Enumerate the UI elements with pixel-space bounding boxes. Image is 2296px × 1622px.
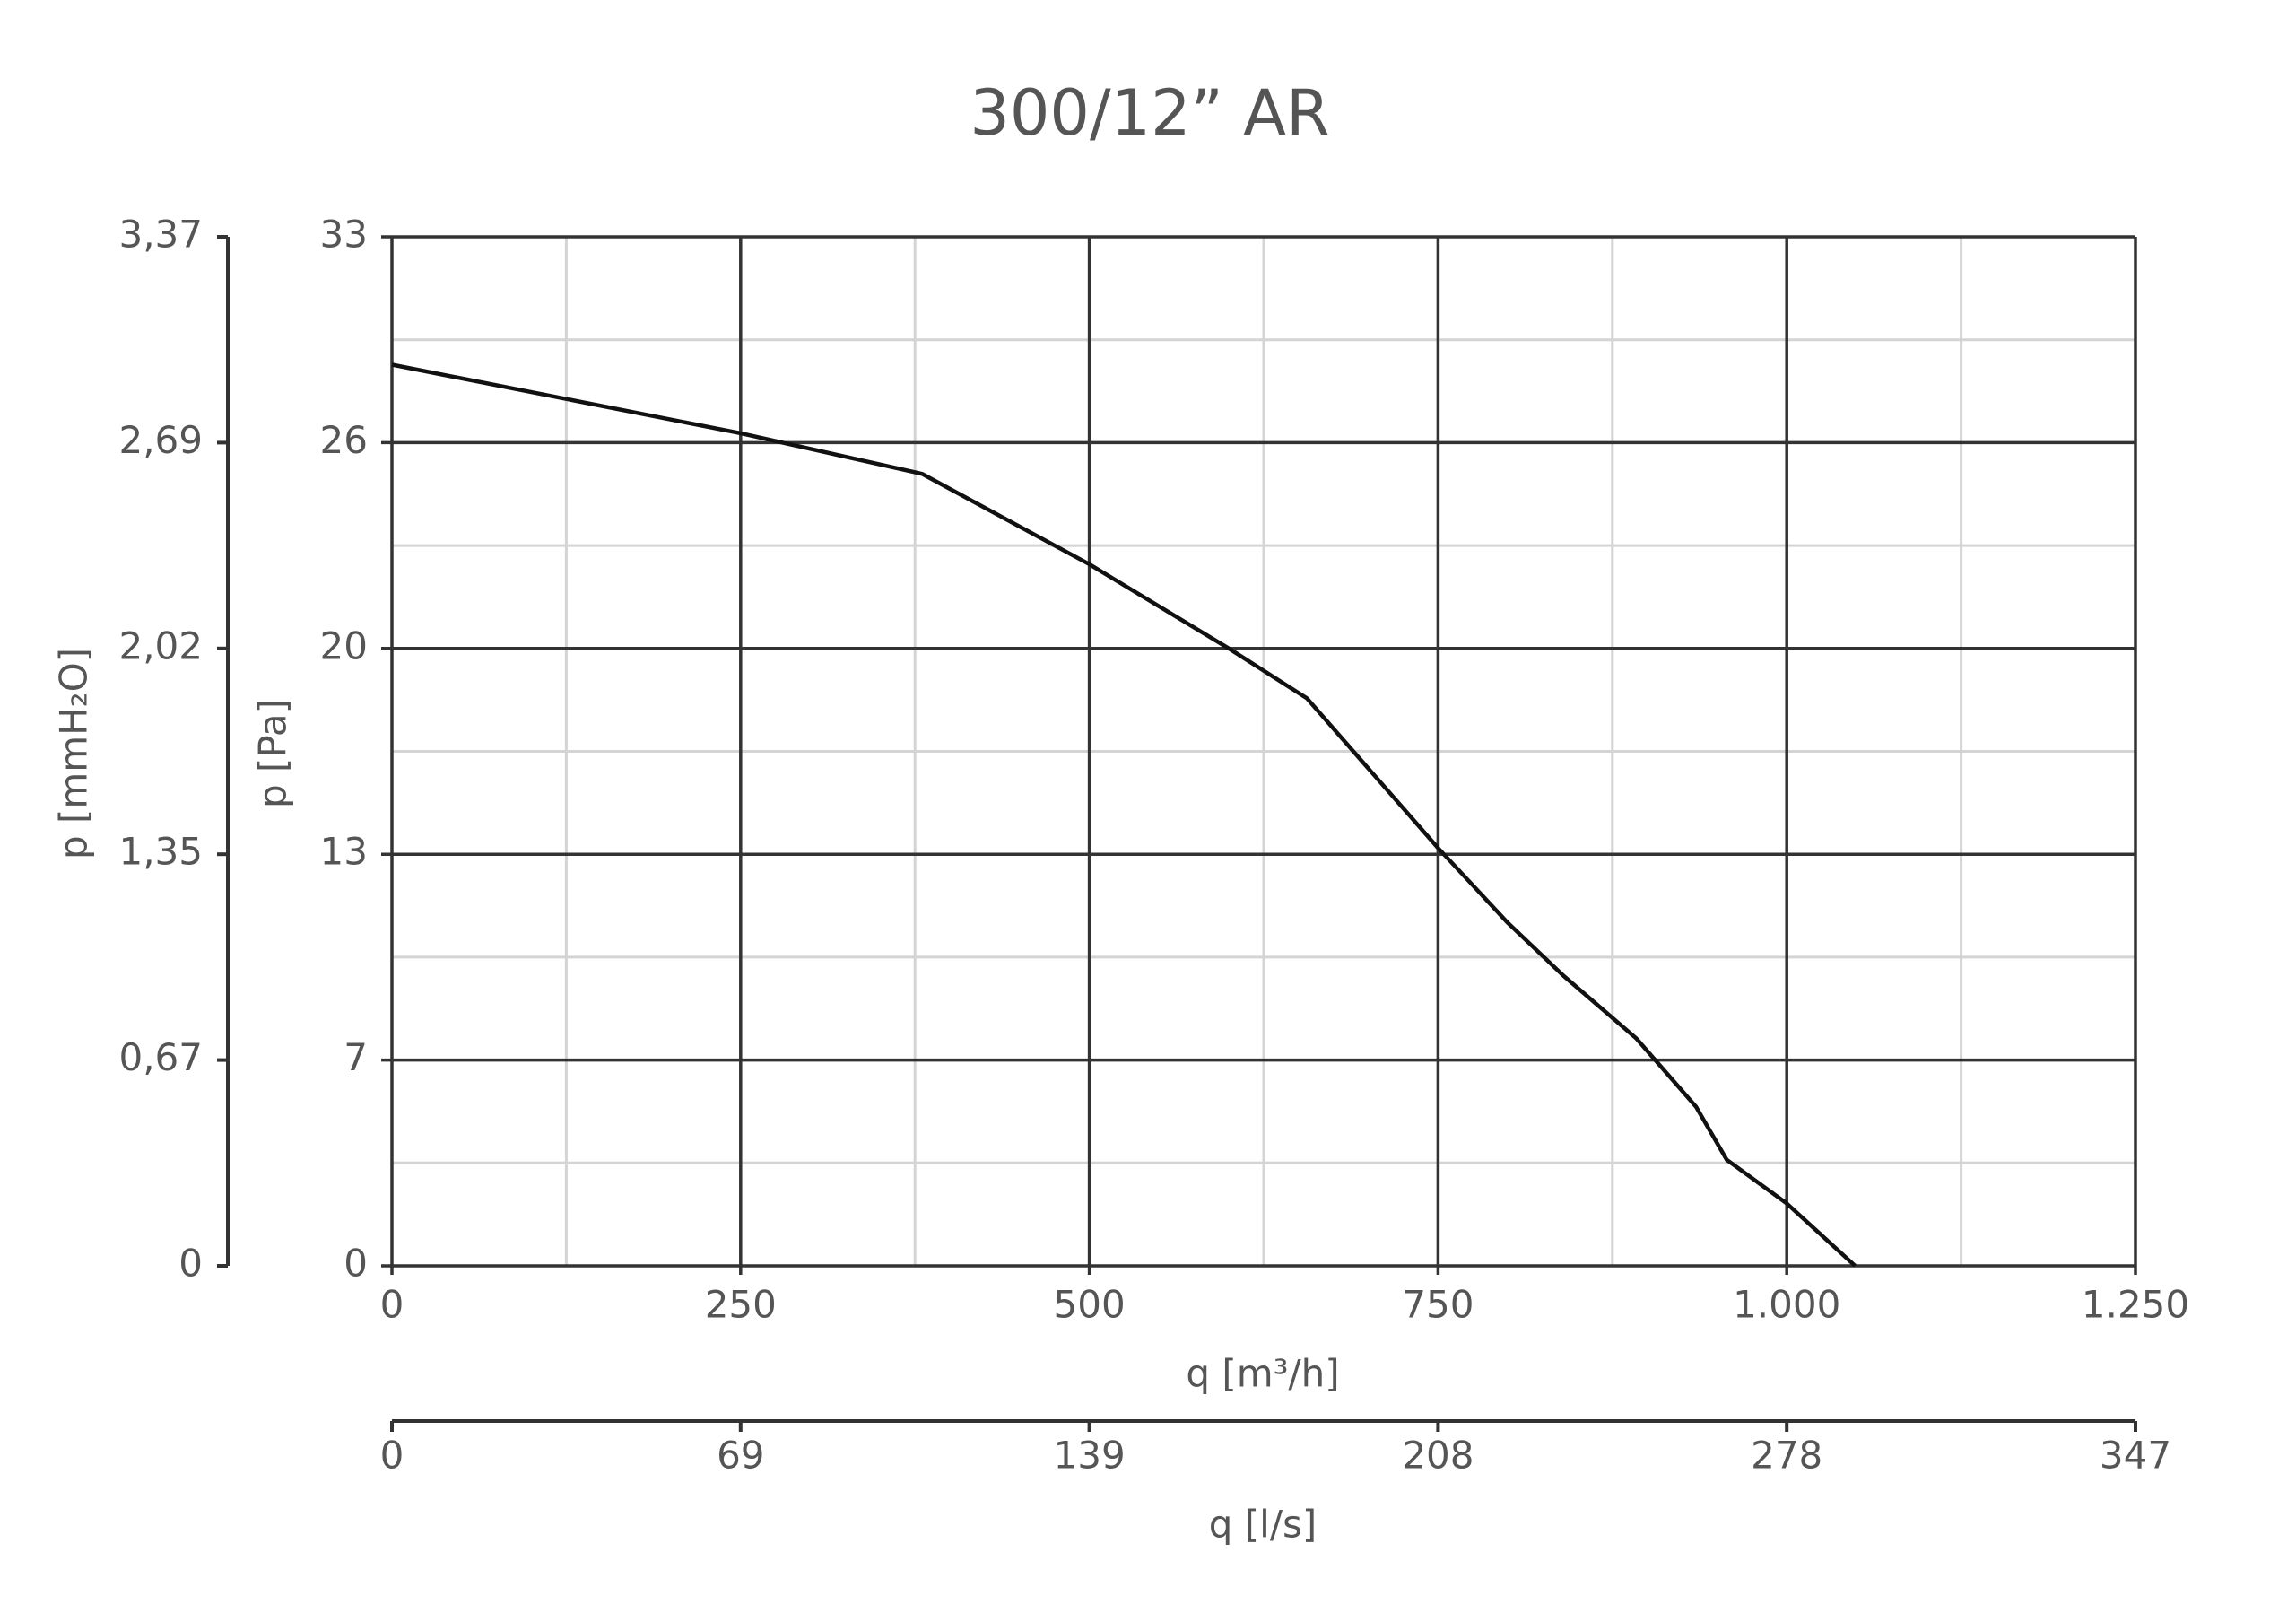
y-tick-label: 20 <box>320 624 368 667</box>
x2-tick-label: 347 <box>2100 1434 2171 1478</box>
x-tick-label: 250 <box>705 1283 777 1327</box>
y2-tick-label: 2,69 <box>118 418 203 462</box>
curve <box>391 362 1857 1268</box>
x2-tick-label: 278 <box>1751 1434 1822 1478</box>
x-tick-label: 1.250 <box>2082 1283 2189 1327</box>
y-tick-label: 7 <box>344 1035 368 1079</box>
x-tick-label: 500 <box>1054 1283 1126 1327</box>
chart-title: 300/12” AR <box>970 76 1329 150</box>
y-tick-label: 26 <box>320 418 368 462</box>
x-tick-label: 0 <box>380 1283 404 1327</box>
x-axis-label: q [m³/h] <box>1186 1352 1339 1396</box>
x-tick-label: 750 <box>1402 1283 1474 1327</box>
y2-tick-label: 2,02 <box>118 624 203 667</box>
y-tick-label: 0 <box>344 1242 368 1286</box>
x2-tick-label: 69 <box>717 1434 764 1478</box>
y2-tick-label: 0 <box>178 1242 203 1286</box>
x2-tick-label: 0 <box>380 1434 404 1478</box>
y-axis-label: p [Pa] <box>251 699 295 808</box>
y2-tick-label: 1,35 <box>118 830 203 874</box>
x2-tick-label: 139 <box>1054 1434 1126 1478</box>
y-tick-label: 13 <box>320 830 368 874</box>
y-tick-label: 33 <box>320 213 368 257</box>
y2-tick-label: 3,37 <box>118 213 203 257</box>
y2-tick-label: 0,67 <box>118 1035 203 1079</box>
x2-axis-label: q [l/s] <box>1209 1503 1317 1547</box>
x2-tick-label: 208 <box>1402 1434 1474 1478</box>
y2-axis-label: p [mmH₂O] <box>52 648 96 859</box>
x-tick-label: 1.000 <box>1733 1283 1840 1327</box>
